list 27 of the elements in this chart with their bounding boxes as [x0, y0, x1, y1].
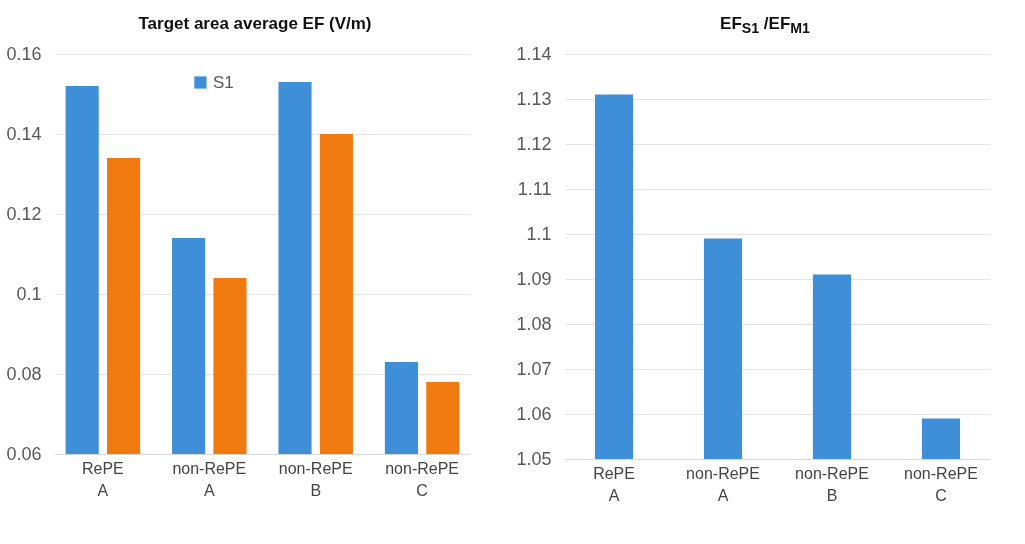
y-tick-label: 0.1	[16, 283, 42, 304]
y-tick-label: 1.08	[516, 313, 552, 334]
x-tick-label: non-RePE C	[385, 459, 460, 499]
legend-label: S1	[212, 72, 234, 92]
x-tick-label: non-RePE C	[904, 464, 978, 504]
chart-title: Target area average EF (V/m)	[137, 13, 373, 35]
x-tick-label: non-RePE A	[686, 464, 760, 504]
y-tick-label: 1.06	[516, 403, 552, 424]
y-tick-label: 1.09	[516, 268, 552, 289]
y-tick-label: 0.12	[6, 203, 42, 224]
y-tick-label: 1.07	[516, 358, 552, 379]
x-tick-label: non-RePE B	[278, 459, 353, 499]
y-tick-label: 1.12	[516, 133, 552, 154]
x-tick-label: RePE A	[593, 464, 635, 504]
y-tick-label: 1.14	[516, 43, 552, 64]
y-tick-label: 1.13	[516, 88, 552, 109]
y-tick-label: 0.08	[6, 363, 42, 384]
y-tick-label: 1.1	[526, 223, 552, 244]
y-tick-label: 0.14	[6, 123, 42, 144]
y-tick-label: 1.11	[517, 178, 552, 199]
x-tick-label: RePE A	[81, 459, 124, 499]
y-tick-label: 0.16	[6, 43, 42, 64]
y-tick-label: 1.05	[516, 448, 552, 469]
y-tick-label: 0.06	[6, 443, 42, 464]
chart-title: EF$_{S1}$ /EF$_{M1}$	[719, 13, 811, 39]
x-tick-label: non-RePE B	[795, 464, 869, 504]
x-tick-label: non-RePE A	[172, 459, 247, 499]
